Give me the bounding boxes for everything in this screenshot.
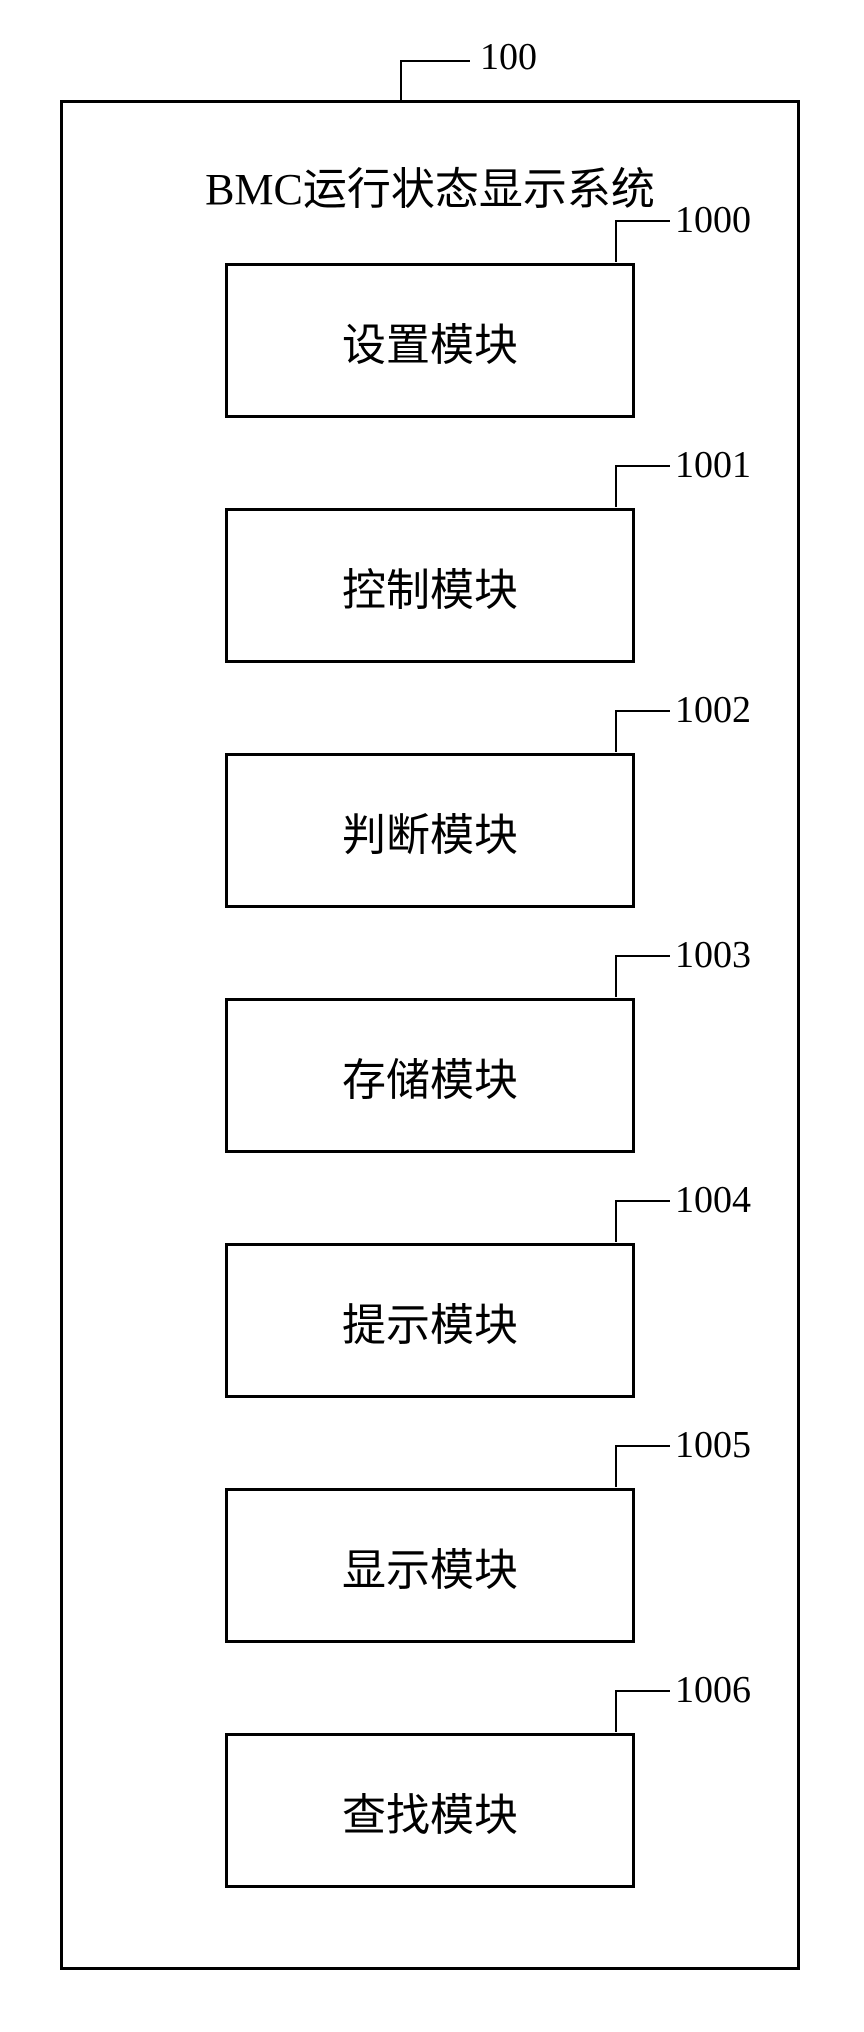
module-label-vertical-line <box>615 955 617 997</box>
module-label-number: 1004 <box>675 1178 751 1222</box>
module-label-vertical-line <box>615 1200 617 1242</box>
module-label-horizontal-line <box>615 710 670 712</box>
module-box: 提示模块 <box>225 1243 635 1398</box>
module-label-number: 1006 <box>675 1668 751 1712</box>
system-title: BMC运行状态显示系统 <box>205 153 655 217</box>
module-box: 设置模块 <box>225 263 635 418</box>
module-box: 显示模块 <box>225 1488 635 1643</box>
module-label-horizontal-line <box>615 220 670 222</box>
module-label-number: 1001 <box>675 443 751 487</box>
module-box: 查找模块 <box>225 1733 635 1888</box>
module-label-horizontal-line <box>615 1445 670 1447</box>
module-label-number: 1003 <box>675 933 751 977</box>
module-label-vertical-line <box>615 465 617 507</box>
module-label-number: 1002 <box>675 688 751 732</box>
system-label-number: 100 <box>480 35 537 79</box>
module-box: 存储模块 <box>225 998 635 1153</box>
module-box: 控制模块 <box>225 508 635 663</box>
module-label-vertical-line <box>615 1445 617 1487</box>
system-label-vertical-line <box>400 60 402 102</box>
system-label-horizontal-line <box>400 60 470 62</box>
module-label-number: 1005 <box>675 1423 751 1467</box>
module-label-horizontal-line <box>615 1690 670 1692</box>
module-label-vertical-line <box>615 710 617 752</box>
module-label-vertical-line <box>615 220 617 262</box>
module-label-horizontal-line <box>615 955 670 957</box>
module-label-number: 1000 <box>675 198 751 242</box>
module-label-horizontal-line <box>615 465 670 467</box>
module-box: 判断模块 <box>225 753 635 908</box>
module-label-horizontal-line <box>615 1200 670 1202</box>
module-label-vertical-line <box>615 1690 617 1732</box>
